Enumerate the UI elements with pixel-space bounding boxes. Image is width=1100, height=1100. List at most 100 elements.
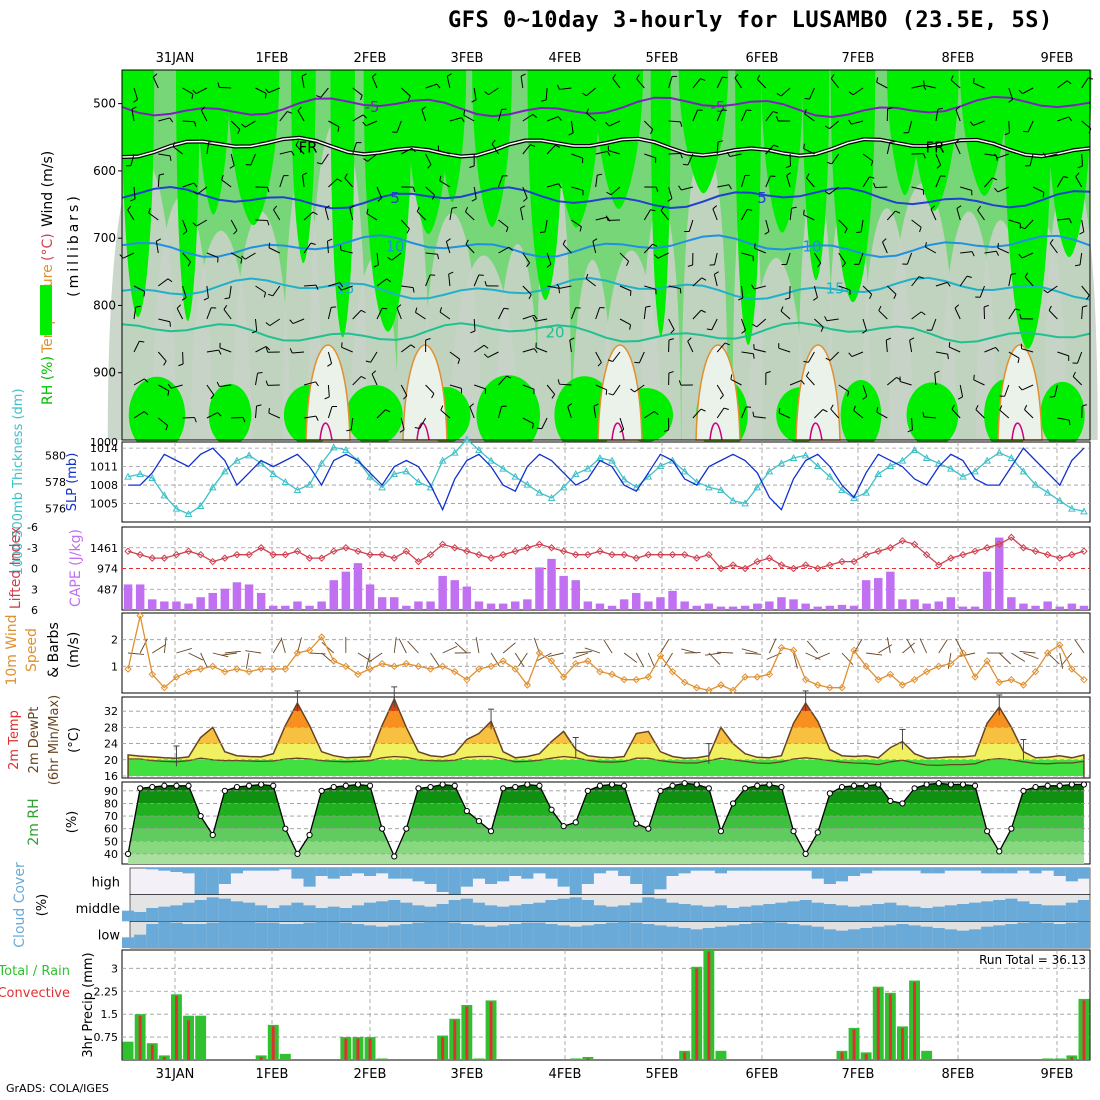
wind-barb	[931, 318, 937, 331]
wind-barb	[391, 252, 402, 261]
rh2m-point	[270, 782, 277, 789]
surface-wind-barb	[575, 651, 592, 654]
wind-barb	[1081, 306, 1083, 320]
wind-barb	[754, 348, 766, 353]
lifted-index-point	[596, 547, 604, 555]
wind-barb-flag	[532, 423, 534, 429]
rh-moist-column	[330, 70, 355, 338]
lifted-index-point	[850, 557, 858, 566]
wind-barb	[522, 144, 531, 155]
thickness-point	[717, 485, 725, 493]
wind-speed-point	[983, 657, 991, 665]
wind-barb-flag	[973, 374, 975, 380]
wind-barb	[734, 77, 742, 89]
wind-barb	[593, 406, 597, 419]
wind-barb	[400, 417, 405, 430]
wind-barb-flag	[193, 182, 198, 188]
cloud-bar	[158, 868, 171, 871]
lifted-index-point	[463, 547, 471, 555]
cape-bar	[632, 592, 641, 610]
rh-moist-column	[802, 70, 830, 281]
wind-barb-flag	[822, 409, 828, 413]
cloud-bar	[255, 905, 268, 922]
wind-barb-flag	[315, 415, 319, 421]
wind-barb-flag	[143, 411, 149, 416]
wind-barb	[463, 114, 475, 122]
cloud-bar	[460, 898, 473, 922]
wind-barb-flag	[741, 329, 746, 334]
wind-barb	[546, 183, 559, 188]
lifted-index-point	[209, 557, 217, 566]
wind-barb	[133, 411, 145, 419]
isotherm-line	[121, 276, 1091, 301]
thickness-point	[148, 473, 157, 481]
cape-bar	[353, 563, 363, 610]
wind-barb	[586, 112, 597, 122]
rh-tick-label: 40	[104, 848, 118, 861]
wind-barb-flag	[607, 359, 613, 362]
wind-barb-flag	[680, 121, 683, 127]
rh2m-point	[899, 800, 906, 807]
wind-barb	[1077, 351, 1083, 364]
wind-barb	[643, 209, 651, 221]
wind-barb-flag	[558, 288, 561, 294]
wind-barb	[681, 186, 694, 191]
wind-barb-flag	[804, 109, 807, 115]
wind-barb	[279, 111, 288, 122]
lifted-index-point	[608, 550, 616, 559]
cape-bar	[438, 575, 447, 610]
cape-bar	[329, 580, 338, 610]
wind-barb-flag	[469, 165, 475, 168]
cloud-bar	[255, 922, 268, 948]
wind-barb-flag	[650, 209, 656, 212]
wind-barb	[376, 186, 383, 199]
cloud-bar	[702, 928, 715, 948]
wind-barb-flag	[469, 403, 475, 408]
wind-speed-point	[814, 681, 822, 689]
wind-barb	[1057, 351, 1069, 357]
wind-barb-flag	[267, 293, 274, 297]
wind-speed-point	[451, 667, 459, 676]
wind-barb	[885, 340, 888, 353]
lifted-index-point	[559, 547, 568, 555]
wind-barb-flag	[919, 227, 922, 233]
thickness-point	[160, 491, 169, 499]
temp-tick-label: 16	[104, 770, 118, 783]
wind-barb	[862, 384, 868, 397]
wind-barb-flag	[167, 278, 173, 283]
wind-speed-point	[354, 670, 362, 679]
wind-barb-flag	[532, 114, 538, 118]
wind-barb-flag	[471, 198, 477, 202]
thickness-point	[1055, 496, 1064, 504]
cloud-bar	[460, 868, 473, 887]
wind-barb-flag	[265, 347, 269, 353]
wind-barb-flag	[181, 297, 187, 301]
rh2m-point	[984, 828, 991, 835]
wind-barb-flag	[163, 360, 167, 366]
dewpoint-line	[128, 755, 1084, 767]
wind-barb	[831, 153, 840, 165]
cloud-bar	[521, 868, 534, 879]
wind-barb	[911, 186, 924, 191]
lifted-index-point	[281, 550, 290, 559]
wind-barb	[851, 351, 864, 358]
thickness-point	[995, 448, 1004, 456]
cape-bar	[547, 558, 556, 610]
wind-barb-flag	[484, 281, 487, 287]
wind-barb-flag	[824, 316, 828, 322]
top-date-label: 1FEB	[256, 51, 289, 66]
wind-barb-flag	[465, 239, 469, 245]
wind-barb	[469, 406, 475, 419]
surface-wind-barb	[660, 639, 670, 654]
wind-barb-flag	[853, 405, 856, 411]
isotherm-label: -5	[365, 98, 380, 116]
cloud-bar	[146, 924, 159, 948]
wind-barb	[875, 186, 888, 189]
surface-wind-barb	[212, 652, 229, 658]
cloud-bar	[714, 868, 727, 874]
cloud-bar	[267, 868, 280, 871]
wind-speed-point	[547, 657, 556, 665]
wind-barb-flag	[372, 73, 377, 78]
thickness-point	[184, 509, 193, 517]
